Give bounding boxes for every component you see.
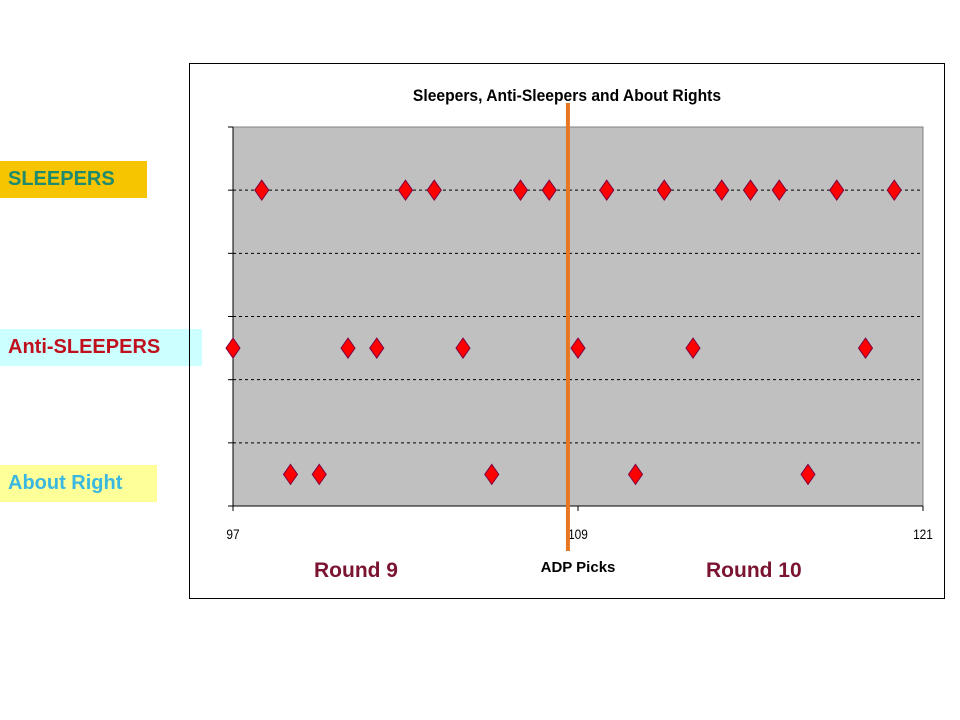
x-axis-label: ADP Picks bbox=[541, 559, 616, 576]
data-point bbox=[857, 337, 874, 359]
chart-title: Sleepers, Anti-Sleepers and About Rights bbox=[413, 86, 721, 105]
about-right-label: About Right bbox=[0, 465, 157, 502]
data-point bbox=[541, 179, 557, 202]
round-9-label: Round 9 bbox=[314, 559, 398, 582]
chart-frame bbox=[189, 63, 945, 599]
anti-sleepers-label: Anti-SLEEPERS bbox=[0, 329, 202, 366]
data-point bbox=[455, 337, 471, 359]
data-point bbox=[570, 337, 586, 359]
data-point bbox=[311, 463, 327, 486]
x-tick-label: 121 bbox=[913, 526, 933, 542]
data-point bbox=[484, 463, 500, 486]
data-point bbox=[225, 337, 241, 359]
data-point bbox=[512, 179, 529, 202]
data-point bbox=[627, 463, 644, 486]
data-point bbox=[685, 337, 701, 359]
data-point bbox=[397, 179, 414, 202]
data-point bbox=[340, 337, 356, 359]
data-point bbox=[742, 179, 759, 202]
data-point bbox=[771, 179, 787, 202]
data-point bbox=[886, 179, 902, 202]
round-10-label: Round 10 bbox=[706, 559, 802, 582]
data-point bbox=[369, 337, 385, 359]
data-point bbox=[656, 179, 672, 202]
data-point bbox=[254, 179, 270, 202]
x-tick-label: 97 bbox=[226, 526, 239, 542]
data-point bbox=[800, 463, 816, 486]
data-point bbox=[599, 179, 615, 202]
sleepers-label: SLEEPERS bbox=[0, 161, 147, 198]
data-point bbox=[829, 179, 845, 202]
data-point bbox=[282, 463, 299, 486]
data-point bbox=[714, 179, 730, 202]
data-point bbox=[426, 179, 442, 202]
x-tick-label: 109 bbox=[568, 526, 588, 542]
